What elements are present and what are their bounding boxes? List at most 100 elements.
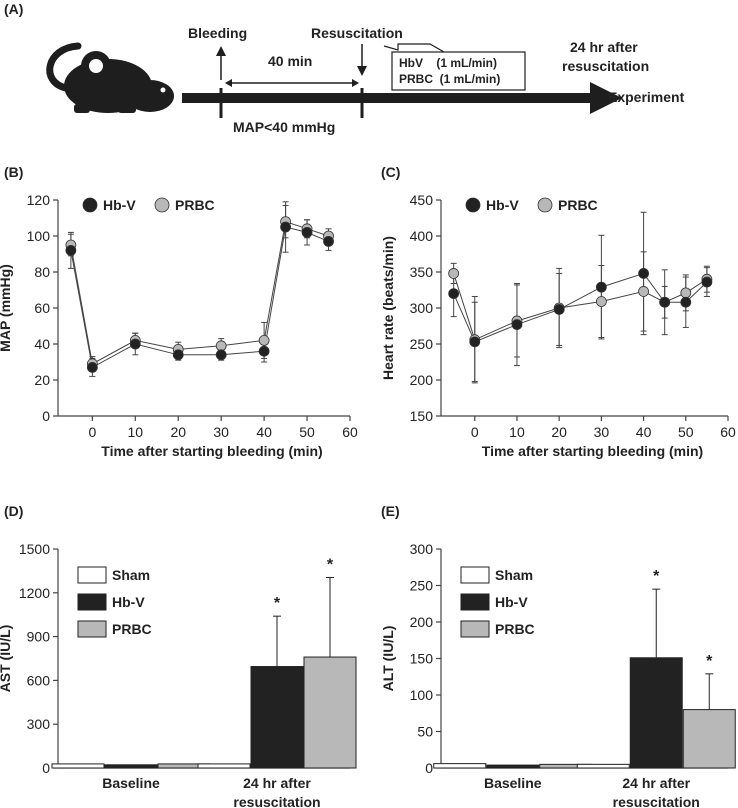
legend-label-hbv: Hb-V	[486, 197, 519, 213]
data-point-hb-v	[701, 276, 713, 288]
x-tick-label: 0	[471, 424, 479, 440]
panel-label-d: (D)	[4, 503, 23, 519]
x-tick-label: 0	[88, 424, 96, 440]
y-tick-label: 1500	[19, 541, 50, 557]
panel-label-b: (B)	[4, 164, 23, 180]
data-point-hb-v	[301, 226, 313, 238]
legend-swatch-prbc	[77, 620, 107, 638]
bar-prbc	[682, 709, 736, 769]
legend-label-prbc: PRBC	[495, 621, 535, 637]
legend-label-prbc: PRBC	[175, 197, 215, 213]
data-point-hb-v	[65, 244, 77, 256]
data-point-hb-v	[129, 338, 141, 350]
callout-pointer	[383, 43, 445, 53]
y-tick-label: 200	[410, 614, 434, 630]
panel-label-e: (E)	[381, 503, 400, 519]
bar-sham	[197, 763, 251, 769]
data-point-hb-v	[680, 296, 692, 308]
y-tick-label: 900	[27, 629, 51, 645]
legend-label-sham: Sham	[495, 567, 533, 583]
y-tick-label: 0	[425, 760, 433, 776]
significance-marker: *	[706, 653, 713, 670]
duration-label: 40 min	[268, 53, 312, 69]
significance-marker: *	[327, 556, 334, 573]
y-tick-label: 150	[410, 408, 434, 424]
y-tick-label: 0	[42, 408, 50, 424]
x-tick-label: 30	[594, 424, 610, 440]
x-tick-label: 30	[213, 424, 229, 440]
category-label: Baseline	[102, 775, 160, 791]
legend-label-sham: Sham	[112, 567, 150, 583]
y-axis-title: Heart rate (beats/min)	[380, 236, 396, 380]
data-point-hb-v	[280, 221, 291, 233]
data-point-hb-v	[638, 268, 649, 279]
y-axis-title: MAP (mmHg)	[0, 264, 13, 352]
legend-swatch-sham	[460, 566, 490, 584]
data-point-hb-v	[659, 296, 671, 308]
y-tick-label: 600	[27, 672, 51, 688]
data-point-hb-v	[172, 349, 184, 361]
data-point-prbc	[595, 296, 607, 307]
duration-arrowhead-left	[225, 79, 232, 87]
bar-sham	[433, 763, 487, 769]
chart-alt: 0 50 100 150 200 250 300 ALT (IU/L) Baseline 24 h…	[380, 541, 736, 808]
legend-label-hb-v: Hb-V	[112, 594, 145, 610]
data-point-hb-v	[323, 235, 334, 247]
panel-a: (A) Bleeding Resuscitation 40 mi	[4, 1, 685, 135]
rat-icon	[46, 42, 174, 113]
data-point-hb-v	[448, 288, 460, 300]
x-tick-label: 40	[636, 424, 652, 440]
y-tick-label: 100	[410, 687, 434, 703]
y-tick-label: 0	[42, 760, 50, 776]
y-axis-title: AST (IU/L)	[0, 625, 13, 693]
callout-prbc: PRBC (1 mL/min)	[399, 72, 500, 86]
data-point-prbc	[258, 334, 270, 346]
y-tick-label: 300	[27, 716, 51, 732]
category-label: resuscitation	[233, 794, 320, 808]
significance-marker: *	[653, 568, 660, 585]
bar-hb-v	[486, 764, 540, 769]
y-tick-label: 300	[410, 541, 434, 557]
y-tick-label: 250	[410, 578, 434, 594]
x-tick-label: 20	[170, 424, 186, 440]
callout-hbv: HbV (1 mL/min)	[399, 56, 497, 70]
data-point-prbc	[680, 287, 692, 299]
x-tick-label: 10	[509, 424, 525, 440]
data-point-hb-v	[258, 345, 270, 357]
y-tick-label: 300	[410, 300, 434, 316]
map-condition-label: MAP<40 mmHg	[233, 119, 335, 135]
series-line-prbc	[453, 273, 708, 341]
y-tick-label: 50	[417, 724, 433, 740]
x-axis-title: Time after starting bleeding (min)	[482, 443, 703, 459]
panel-label-c: (C)	[381, 164, 400, 180]
legend-swatch-hb-v	[460, 593, 490, 611]
legend-marker-hbv	[465, 197, 481, 213]
bar-hb-v	[250, 666, 304, 769]
series-line-hb-v	[70, 226, 329, 369]
bar-hb-v	[104, 764, 158, 769]
data-point-prbc	[448, 268, 460, 279]
x-tick-label: 40	[256, 424, 272, 440]
y-tick-label: 40	[34, 336, 50, 352]
x-tick-label: 60	[342, 424, 358, 440]
bar-sham	[51, 763, 105, 769]
bar-sham	[576, 763, 630, 769]
panel-label-a: (A)	[4, 1, 23, 17]
legend-marker-hbv	[82, 197, 98, 213]
legend-label-hbv: Hb-V	[103, 197, 136, 213]
callout-box	[391, 51, 526, 91]
legend-label-prbc: PRBC	[112, 621, 152, 637]
y-tick-label: 200	[410, 372, 434, 388]
bleeding-label: Bleeding	[188, 25, 247, 41]
y-tick-label: 120	[27, 192, 51, 208]
data-point-prbc	[215, 340, 227, 352]
legend-marker-prbc	[154, 197, 170, 213]
duration-arrowhead-right	[352, 79, 359, 87]
series-line-prbc	[70, 220, 329, 365]
chart-ast: 0 300 600 900 1200 1500 AST (IU/L) Baseline 24 h…	[0, 541, 357, 808]
x-tick-label: 10	[128, 424, 144, 440]
legend-label-hb-v: Hb-V	[495, 594, 528, 610]
data-point-hb-v	[595, 281, 607, 293]
